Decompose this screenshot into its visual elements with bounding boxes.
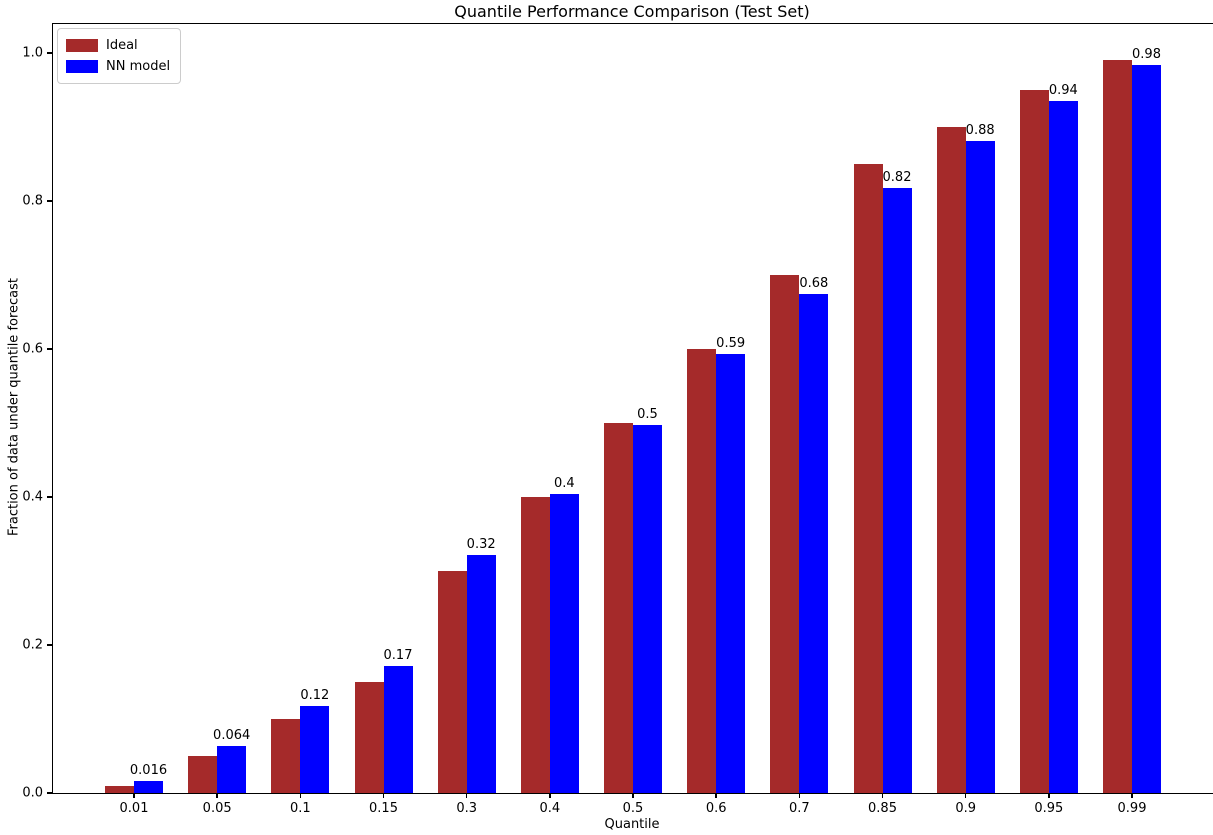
bar-value-label: 0.016	[129, 763, 168, 779]
y-tick-mark	[46, 348, 52, 350]
bar-ideal	[1103, 60, 1132, 793]
y-tick-label: 0.0	[22, 785, 43, 801]
x-tick-mark	[549, 793, 551, 798]
x-axis-label: Quantile	[604, 817, 660, 832]
legend-label: Ideal	[106, 38, 138, 53]
legend-swatch-icon	[66, 39, 98, 52]
y-tick-mark	[46, 792, 52, 794]
x-tick-mark	[881, 793, 884, 798]
x-tick-mark	[299, 793, 302, 798]
bar-nn-model	[466, 554, 496, 793]
bar-value-label: 0.59	[716, 336, 746, 352]
y-tick-label: 0.2	[22, 637, 43, 653]
bar-value-label: 0.5	[637, 407, 658, 423]
bar-nn-model	[134, 781, 163, 793]
bar-value-label: 0.17	[383, 648, 413, 664]
bar-value-label: 0.32	[466, 536, 496, 552]
x-tick-label: 0.6	[705, 801, 727, 816]
bar-value-label: 0.4	[553, 476, 575, 492]
bar-value-label: 0.064	[213, 727, 251, 743]
y-tick-label: 0.4	[22, 489, 43, 505]
x-tick-mark	[1131, 793, 1133, 798]
x-tick-mark	[382, 793, 385, 798]
x-tick-label: 0.5	[622, 801, 644, 816]
bar-nn-model	[549, 494, 579, 793]
x-tick-mark	[798, 793, 801, 798]
bar-ideal	[604, 423, 633, 793]
x-tick-label: 0.05	[202, 801, 232, 816]
bar-nn-model	[716, 354, 746, 793]
x-tick-label: 0.3	[456, 801, 477, 816]
x-tick-mark	[964, 793, 967, 798]
bar-nn-model	[799, 293, 829, 793]
x-tick-mark	[216, 793, 218, 798]
bar-nn-model	[1132, 64, 1161, 793]
bar-ideal	[437, 571, 467, 793]
x-tick-mark	[1048, 793, 1050, 798]
bar-nn-model	[965, 141, 995, 793]
x-tick-label: 0.7	[788, 801, 810, 816]
bar-ideal	[687, 349, 717, 793]
y-tick-mark	[46, 200, 52, 202]
x-tick-mark	[715, 793, 717, 798]
legend-item: Ideal	[66, 35, 170, 56]
bar-value-label: 0.12	[300, 687, 330, 703]
bar-ideal	[188, 756, 218, 793]
bar-value-label: 0.88	[965, 123, 995, 139]
bar-nn-model	[383, 666, 413, 793]
x-tick-label: 0.1	[289, 801, 311, 816]
legend: Ideal NN model	[57, 28, 182, 84]
bar-ideal	[520, 497, 550, 793]
legend-swatch-icon	[66, 60, 98, 73]
legend-item: NN model	[66, 56, 170, 77]
bar-ideal	[105, 785, 134, 793]
x-tick-label: 0.01	[119, 801, 149, 816]
x-tick-mark	[133, 793, 135, 798]
bar-value-label: 0.94	[1048, 83, 1078, 99]
bar-nn-model	[300, 705, 330, 793]
bar-ideal	[936, 127, 966, 793]
chart-title: Quantile Performance Comparison (Test Se…	[454, 2, 810, 21]
x-tick-label: 0.95	[1034, 801, 1064, 816]
x-tick-mark	[465, 793, 468, 798]
y-tick-label: 0.6	[22, 341, 43, 357]
bar-nn-model	[882, 187, 912, 793]
bar-nn-model	[217, 745, 247, 793]
bar-ideal	[271, 719, 301, 793]
y-tick-label: 1.0	[22, 45, 43, 61]
y-tick-mark	[46, 52, 52, 54]
bar-value-label: 0.82	[882, 169, 912, 185]
bar-value-label: 0.98	[1132, 46, 1161, 62]
bar-value-label: 0.68	[799, 275, 829, 291]
x-tick-label: 0.15	[369, 801, 398, 816]
bar-ideal	[770, 275, 800, 793]
bar-ideal	[354, 682, 384, 793]
x-tick-label: 0.9	[955, 801, 976, 816]
x-tick-label: 0.99	[1117, 801, 1147, 816]
plot-area: 0.016 0.01 0.064 0.05 0.12 0.1 0.17 0.15 0.32 0.3…	[22, 23, 1213, 816]
x-tick-label: 0.4	[539, 801, 561, 816]
y-tick-mark	[46, 644, 52, 646]
bar-nn-model	[633, 425, 662, 793]
legend-label: NN model	[106, 59, 171, 74]
y-tick-mark	[46, 496, 52, 498]
x-tick-mark	[632, 793, 634, 798]
bar-nn-model	[1048, 101, 1078, 793]
bar-ideal	[1019, 90, 1049, 793]
bar-ideal	[853, 164, 883, 793]
y-tick-label: 0.8	[22, 193, 43, 209]
x-tick-label: 0.85	[868, 801, 897, 816]
